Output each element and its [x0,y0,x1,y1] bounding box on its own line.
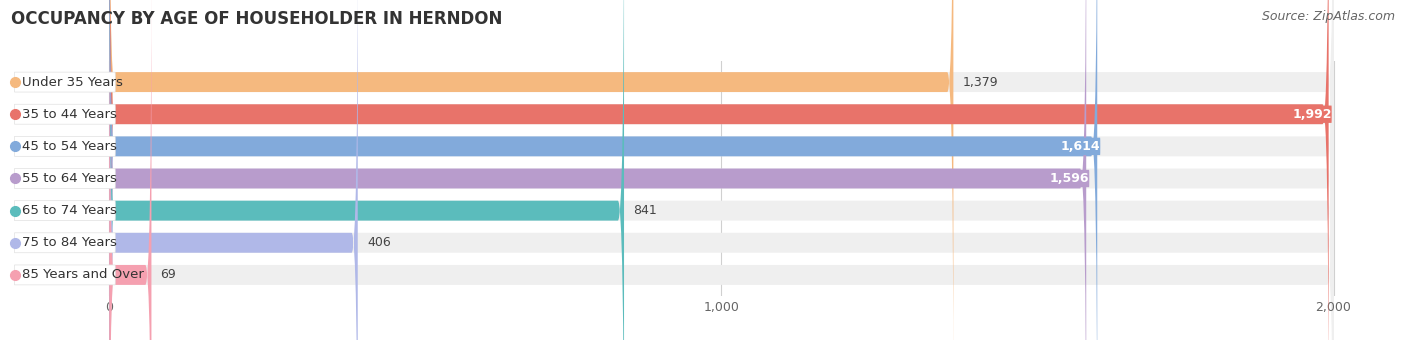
Text: 406: 406 [367,236,391,249]
Text: OCCUPANCY BY AGE OF HOUSEHOLDER IN HERNDON: OCCUPANCY BY AGE OF HOUSEHOLDER IN HERND… [11,10,502,28]
Text: 65 to 74 Years: 65 to 74 Years [22,204,117,217]
FancyBboxPatch shape [1053,170,1090,187]
FancyBboxPatch shape [14,265,115,285]
Text: 85 Years and Over: 85 Years and Over [22,268,143,282]
FancyBboxPatch shape [110,0,1333,340]
Text: 55 to 64 Years: 55 to 64 Years [22,172,117,185]
FancyBboxPatch shape [1063,138,1101,155]
Text: 75 to 84 Years: 75 to 84 Years [22,236,117,249]
FancyBboxPatch shape [110,0,1333,340]
Text: 69: 69 [160,268,176,282]
FancyBboxPatch shape [14,136,115,156]
Text: 841: 841 [633,204,657,217]
FancyBboxPatch shape [110,0,1087,340]
Text: 1,379: 1,379 [963,75,998,89]
FancyBboxPatch shape [14,201,115,221]
FancyBboxPatch shape [110,0,357,340]
FancyBboxPatch shape [14,169,115,188]
FancyBboxPatch shape [1295,105,1331,123]
Text: 35 to 44 Years: 35 to 44 Years [22,108,117,121]
FancyBboxPatch shape [110,0,1333,340]
FancyBboxPatch shape [110,0,152,340]
FancyBboxPatch shape [110,0,1333,340]
FancyBboxPatch shape [110,0,1329,340]
Text: Source: ZipAtlas.com: Source: ZipAtlas.com [1261,10,1395,23]
Text: 1,614: 1,614 [1060,140,1101,153]
Text: 1,992: 1,992 [1292,108,1331,121]
FancyBboxPatch shape [14,104,115,124]
FancyBboxPatch shape [110,0,953,340]
Text: 45 to 54 Years: 45 to 54 Years [22,140,117,153]
Text: Under 35 Years: Under 35 Years [22,75,122,89]
FancyBboxPatch shape [110,0,1333,340]
FancyBboxPatch shape [14,72,115,92]
Text: 1,596: 1,596 [1050,172,1090,185]
FancyBboxPatch shape [110,0,1333,340]
FancyBboxPatch shape [110,0,624,340]
FancyBboxPatch shape [110,0,1097,340]
FancyBboxPatch shape [110,0,1333,340]
FancyBboxPatch shape [14,233,115,253]
